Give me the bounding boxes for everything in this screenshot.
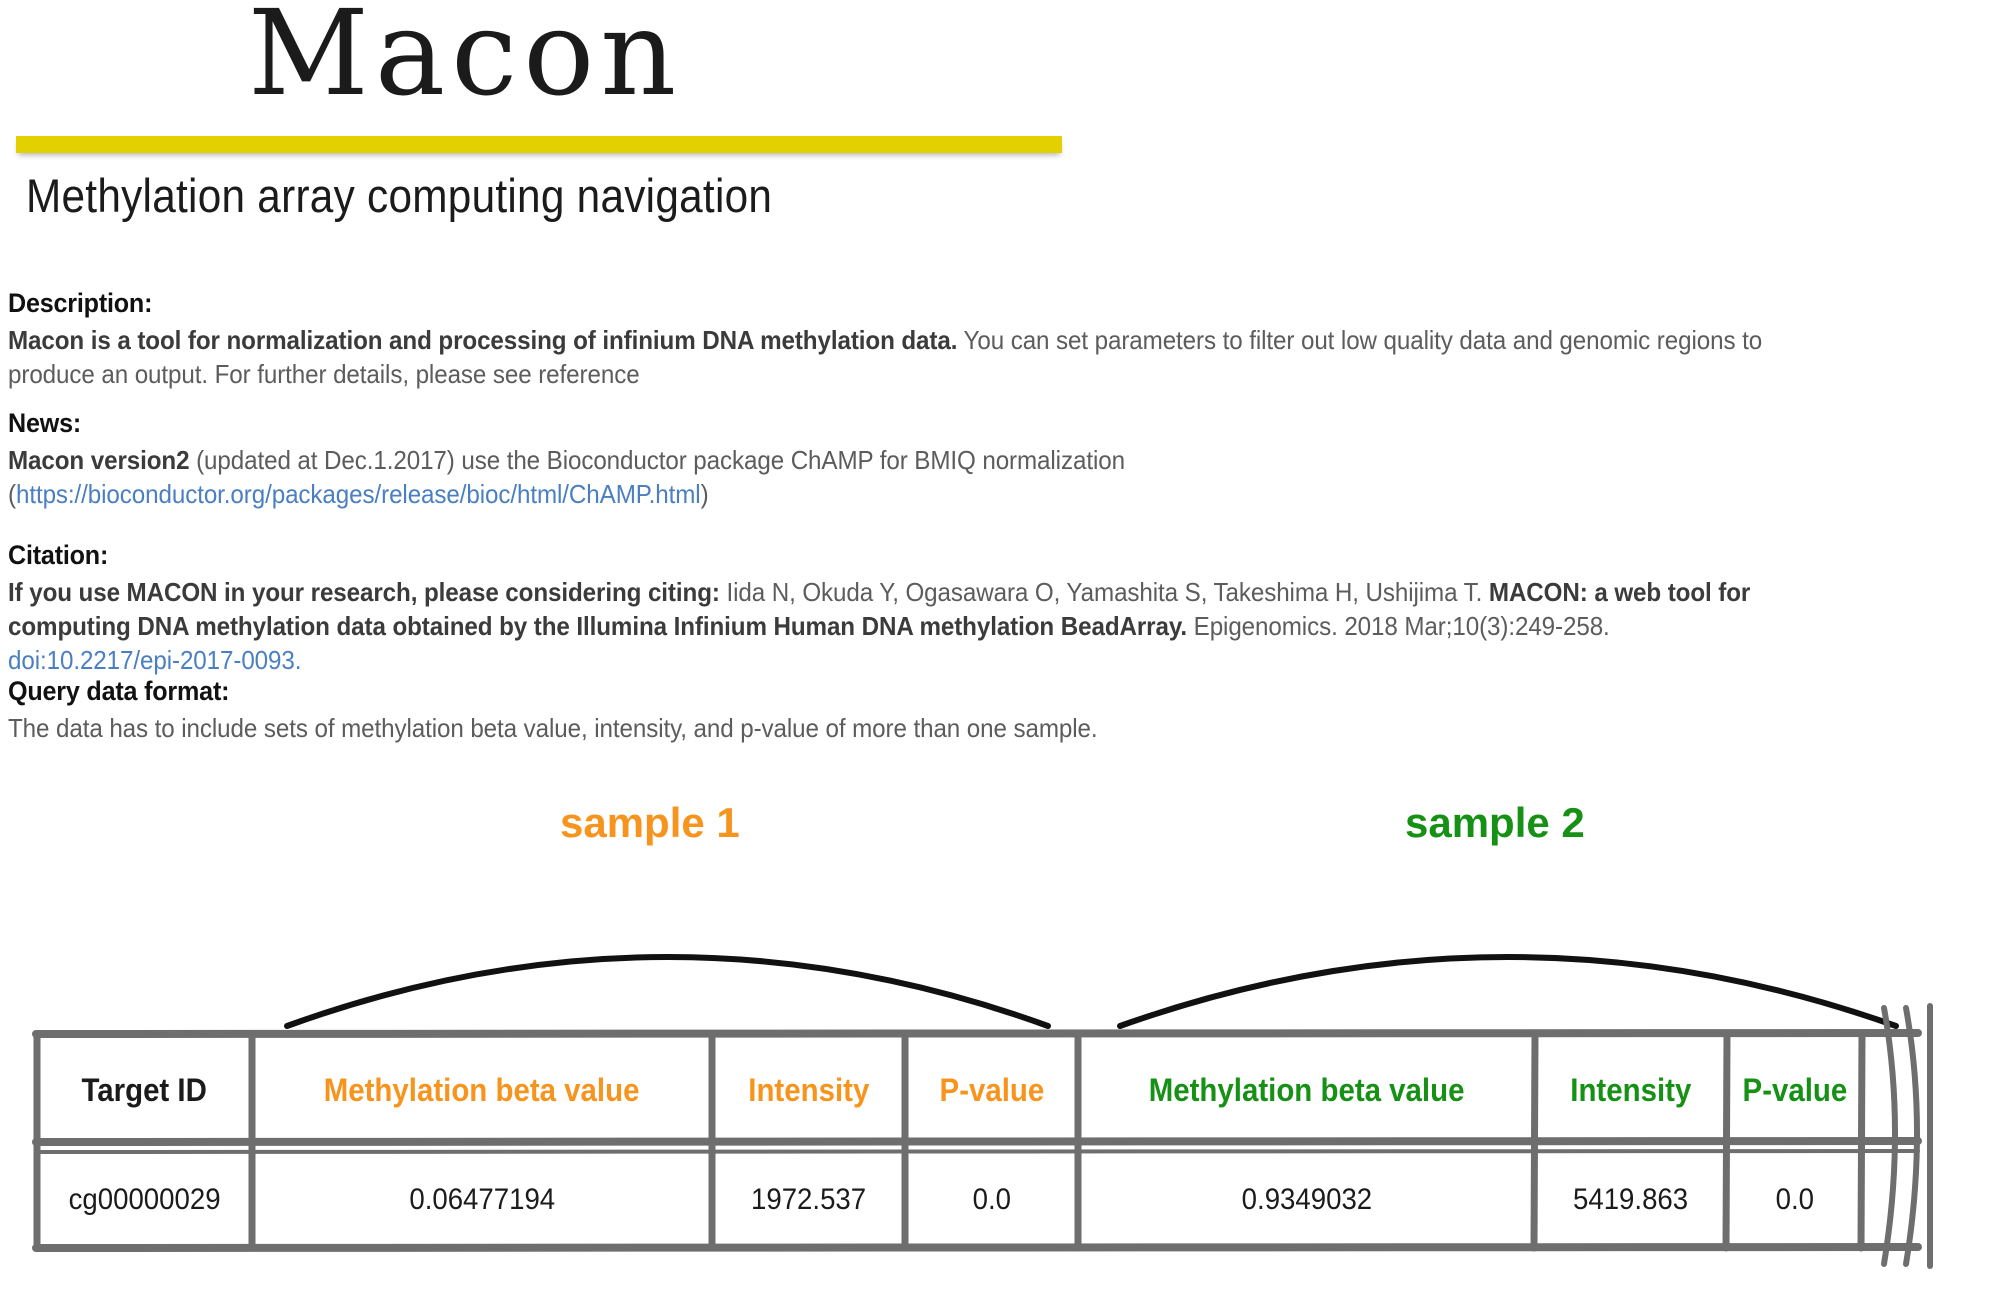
description-line2: produce an output. For further details, …	[8, 358, 640, 389]
col-header-target-id: Target ID	[81, 1071, 208, 1108]
cell-beta-sample1: 0.06477194	[409, 1183, 555, 1216]
description-section: Description: Macon is a tool for normali…	[8, 288, 1988, 392]
news-section: News: Macon version2 (updated at Dec.1.2…	[8, 408, 1988, 512]
query-format-line1: The data has to include sets of methylat…	[8, 713, 1098, 743]
citation-authors: Iida N, Okuda Y, Ogasawara O, Yamashita …	[719, 577, 1489, 607]
site-title: Macon	[248, 0, 683, 122]
news-heading: News:	[8, 408, 82, 438]
citation-body: If you use MACON in your research, pleas…	[8, 576, 1988, 677]
col-header-pvalue-sample2: P-value	[1742, 1071, 1847, 1108]
description-line1-rest: You can set parameters to filter out low…	[957, 325, 1763, 355]
sample1-label: sample 1	[560, 799, 740, 846]
site-header: Macon Methylation array computing naviga…	[0, 0, 1100, 250]
col-header-beta-sample2: Methylation beta value	[1148, 1071, 1465, 1108]
table-sketch-graphic	[32, 954, 1933, 1269]
sample2-label: sample 2	[1405, 799, 1585, 846]
site-subtitle: Methylation array computing navigation	[26, 169, 773, 222]
query-format-body: The data has to include sets of methylat…	[8, 712, 1988, 746]
query-format-section: Query data format: The data has to inclu…	[8, 676, 1988, 746]
sample1-arc	[284, 954, 1051, 1029]
cell-target-id: cg00000029	[68, 1183, 221, 1216]
description-line1-bold: Macon is a tool for normalization and pr…	[8, 325, 958, 355]
description-body: Macon is a tool for normalization and pr…	[8, 324, 1988, 392]
cell-pvalue-sample1: 0.0	[972, 1183, 1011, 1216]
cell-intensity-sample1: 1972.537	[750, 1183, 867, 1216]
citation-title-part2: computing DNA methylation data obtained …	[8, 610, 1188, 641]
description-heading: Description:	[8, 288, 153, 318]
citation-heading: Citation:	[8, 540, 109, 570]
citation-line1-bold: If you use MACON in your research, pleas…	[8, 577, 720, 607]
col-header-pvalue-sample1: P-value	[939, 1071, 1044, 1108]
news-line1-bold: Macon version2	[8, 445, 190, 475]
citation-section: Citation: If you use MACON in your resea…	[8, 540, 1988, 677]
news-paren-open: (	[8, 478, 16, 509]
citation-title-part1: MACON: a web tool for	[1488, 577, 1751, 607]
sample2-arc	[1117, 954, 1899, 1029]
doi-link[interactable]: doi:10.2217/epi-2017-0093.	[8, 644, 302, 675]
col-header-intensity-sample1: Intensity	[747, 1071, 870, 1108]
col-header-intensity-sample2: Intensity	[1570, 1071, 1692, 1108]
news-paren-close: )	[700, 478, 709, 509]
query-format-figure: sample 1 sample 2 Target ID Methylation …	[0, 770, 1996, 1295]
title-underline-bar	[16, 136, 1062, 153]
news-line1-rest: (updated at Dec.1.2017) use the Biocondu…	[189, 445, 1125, 475]
col-header-beta-sample1: Methylation beta value	[324, 1071, 640, 1108]
cell-intensity-sample2: 5419.863	[1573, 1183, 1689, 1216]
query-format-heading: Query data format:	[8, 676, 230, 706]
citation-journal: Epigenomics. 2018 Mar;10(3):249-258.	[1187, 610, 1610, 641]
news-body: Macon version2 (updated at Dec.1.2017) u…	[8, 444, 1988, 512]
cell-beta-sample2: 0.9349032	[1241, 1183, 1372, 1216]
bioconductor-champ-link[interactable]: https://bioconductor.org/packages/releas…	[15, 478, 701, 509]
cell-pvalue-sample2: 0.0	[1775, 1183, 1814, 1216]
